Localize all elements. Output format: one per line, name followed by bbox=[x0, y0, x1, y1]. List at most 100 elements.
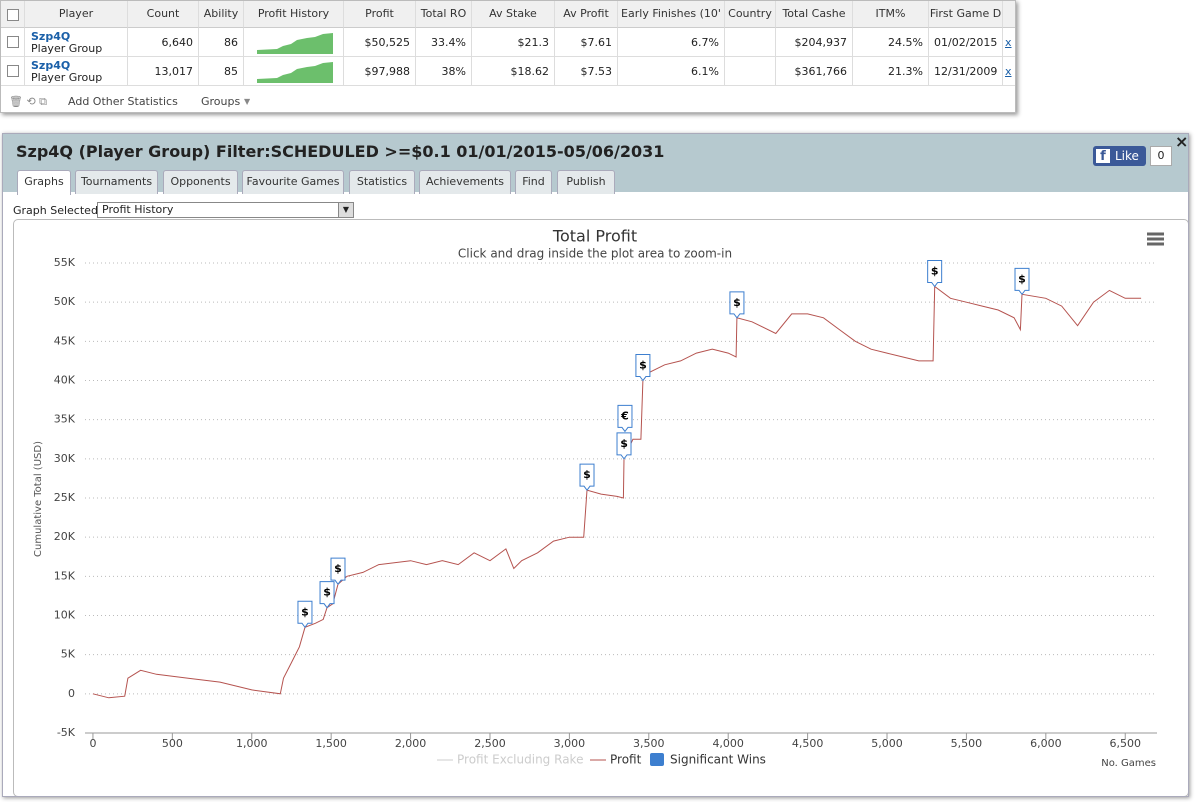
cell: $18.62 bbox=[472, 57, 555, 86]
add-statistics[interactable]: Add Other Statistics bbox=[68, 95, 178, 108]
link[interactable]: x bbox=[1005, 65, 1012, 78]
cell: 21.3% bbox=[853, 57, 929, 86]
tab[interactable]: Opponents bbox=[163, 170, 238, 194]
cell-text: 85 bbox=[224, 65, 238, 78]
cell-text: $18.62 bbox=[510, 65, 550, 78]
tab[interactable]: Find bbox=[515, 170, 552, 194]
win-flag bbox=[579, 463, 595, 492]
y-tick-label: 35K bbox=[54, 413, 76, 426]
tab[interactable]: Statistics bbox=[349, 170, 415, 194]
win-flag bbox=[297, 600, 313, 629]
header-cell bbox=[1003, 1, 1015, 28]
y-axis-label: Cumulative Total (USD) bbox=[33, 441, 44, 557]
win-flag bbox=[616, 432, 632, 460]
sparkline-area bbox=[257, 33, 333, 54]
column-header: Total Cashe bbox=[776, 1, 853, 28]
legend-item[interactable]: Profit bbox=[590, 753, 642, 767]
close-button[interactable]: × bbox=[1175, 133, 1189, 151]
win-flag bbox=[1014, 267, 1030, 296]
win-label: $ bbox=[931, 265, 939, 278]
cell bbox=[725, 28, 776, 57]
cell: x bbox=[1003, 57, 1015, 86]
legend-swatch bbox=[650, 753, 664, 766]
chart-menu[interactable] bbox=[1147, 232, 1164, 246]
cell: $50,525 bbox=[344, 28, 416, 57]
significant-win: $ bbox=[927, 260, 943, 288]
cell-text: 6.7% bbox=[691, 36, 719, 49]
significant-win: $ bbox=[635, 354, 651, 382]
tab[interactable]: Tournaments bbox=[75, 170, 158, 194]
graph-select[interactable]: Profit History ▼ bbox=[97, 202, 354, 218]
select-arrow: ▼ bbox=[338, 203, 353, 217]
x-tick-label: 4,000 bbox=[712, 737, 744, 750]
y-tick-label: 30K bbox=[54, 452, 76, 465]
win-flag bbox=[617, 404, 633, 433]
significant-win: $ bbox=[579, 463, 595, 492]
legend-label: Profit bbox=[610, 753, 642, 767]
cell-text: $7.53 bbox=[580, 65, 613, 78]
tab[interactable]: Graphs bbox=[17, 170, 71, 195]
checkbox bbox=[7, 36, 19, 48]
y-tick-label: 40K bbox=[54, 374, 76, 387]
groups[interactable]: Groups bbox=[201, 95, 241, 108]
cell-text: 21.3% bbox=[888, 65, 923, 78]
cell: Szp4Q Player Group bbox=[25, 28, 128, 57]
tab[interactable]: Favourite Games bbox=[242, 170, 344, 194]
cell: 6,640 bbox=[128, 28, 199, 57]
x-axis-label: No. Games bbox=[1101, 758, 1156, 769]
win-flag bbox=[635, 354, 651, 382]
column-header: Ability bbox=[199, 1, 244, 28]
cell: 24.5% bbox=[853, 28, 929, 57]
column-header: Count bbox=[128, 1, 199, 28]
legend-item[interactable]: Significant Wins bbox=[650, 753, 766, 767]
cell bbox=[1, 57, 25, 86]
x-tick-label: 5,000 bbox=[871, 737, 903, 750]
cell: 13,017 bbox=[128, 57, 199, 86]
x-tick-label: 4,500 bbox=[792, 737, 824, 750]
profit-line bbox=[92, 285, 1142, 699]
cell-text: 12/31/2009 bbox=[934, 65, 998, 78]
win-label: $ bbox=[334, 562, 342, 575]
cell-text: $21.3 bbox=[517, 36, 550, 49]
sparkline bbox=[257, 33, 333, 54]
y-tick-label: -5K bbox=[57, 726, 76, 739]
legend-item[interactable]: Profit Excluding Rake bbox=[437, 753, 583, 767]
x-tick-label: 6,500 bbox=[1109, 737, 1141, 750]
cell-text: $361,766 bbox=[794, 65, 848, 78]
groups-caret: ▼ bbox=[244, 97, 251, 106]
significant-win: $ bbox=[297, 600, 313, 629]
cell-text: $97,988 bbox=[364, 65, 411, 78]
x-tick-label: 0 bbox=[89, 737, 96, 750]
win-flag bbox=[330, 557, 346, 586]
legend-label: Profit Excluding Rake bbox=[457, 753, 583, 767]
y-tick-label: 10K bbox=[54, 609, 76, 622]
x-tick-label: 500 bbox=[162, 737, 183, 750]
chart-subtitle: Click and drag inside the plot area to z… bbox=[458, 247, 732, 261]
cell: Szp4Q Player Group bbox=[25, 57, 128, 86]
cell: $7.61 bbox=[555, 28, 618, 57]
cell: 38% bbox=[416, 57, 472, 86]
cell-text: 86 bbox=[224, 36, 238, 49]
x-tick-label: 1,500 bbox=[315, 737, 347, 750]
panel-title: Szp4Q (Player Group) Filter:SCHEDULED >=… bbox=[16, 142, 665, 161]
column-header: Av Profit bbox=[555, 1, 618, 28]
player-group: Player Group bbox=[31, 43, 103, 55]
y-tick-label: 50K bbox=[54, 295, 76, 308]
tab[interactable]: Achievements bbox=[419, 170, 511, 194]
tab[interactable]: Publish bbox=[557, 170, 615, 194]
cell-text: 24.5% bbox=[888, 36, 923, 49]
legend-label: Significant Wins bbox=[670, 753, 766, 767]
column-header: Av Stake bbox=[472, 1, 555, 28]
cell-text: 6,640 bbox=[161, 36, 194, 49]
link[interactable]: x bbox=[1005, 36, 1012, 49]
win-label: $ bbox=[583, 468, 591, 481]
cell: $204,937 bbox=[776, 28, 853, 57]
graph-panel: Szp4Q (Player Group) Filter:SCHEDULED >=… bbox=[2, 133, 1189, 797]
cell: $7.53 bbox=[555, 57, 618, 86]
cell: $97,988 bbox=[344, 57, 416, 86]
column-header: Total RO bbox=[416, 1, 472, 28]
y-tick-label: 5K bbox=[61, 648, 76, 661]
x-tick-label: 3,500 bbox=[633, 737, 665, 750]
column-header: Profit bbox=[344, 1, 416, 28]
